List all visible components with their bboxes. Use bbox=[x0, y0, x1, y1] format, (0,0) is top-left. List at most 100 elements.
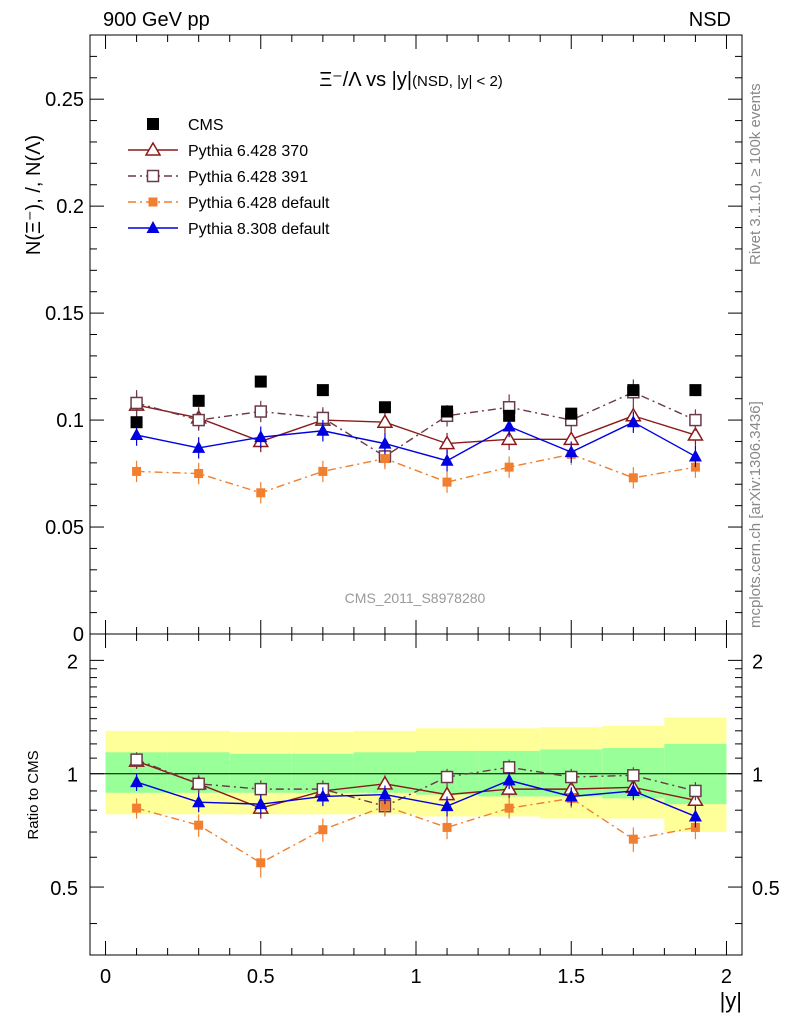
y-tick-label: 0.25 bbox=[45, 89, 84, 111]
legend-item-py8_default: Pythia 8.308 default bbox=[128, 221, 330, 238]
y-tick-label: 0.15 bbox=[45, 303, 84, 325]
data-point-py6_391 bbox=[254, 782, 268, 796]
series-line-py8_default bbox=[136, 421, 696, 462]
legend-marker bbox=[147, 118, 159, 130]
data-point-py6_default bbox=[628, 834, 638, 844]
data-point-py8_default bbox=[688, 809, 702, 822]
data-point-py6_default bbox=[318, 825, 328, 835]
x-tick-label: 1.5 bbox=[557, 966, 585, 988]
data-point-py8_default bbox=[440, 799, 454, 812]
data-point-py8_default bbox=[130, 775, 144, 788]
data-point-py6_default bbox=[380, 801, 390, 811]
watermark: CMS_2011_S8978280 bbox=[345, 590, 486, 606]
data-point-py8_default bbox=[378, 787, 392, 800]
data-point-py6_default bbox=[442, 822, 452, 832]
legend-marker bbox=[146, 169, 160, 183]
y-tick-label-right: 2 bbox=[752, 651, 763, 673]
data-point-py6_default bbox=[504, 462, 514, 472]
y-tick-label: 0.05 bbox=[45, 517, 84, 539]
series-line-py6_391 bbox=[136, 391, 696, 458]
x-tick-label: 1 bbox=[410, 966, 421, 988]
data-point-py8_default bbox=[254, 430, 268, 443]
ratio-panel: 0.5 0.5 1 1 2 2 0 0.5 1 1.5 2 bbox=[50, 633, 780, 988]
data-point-cms bbox=[627, 384, 640, 397]
x-tick-label: 0.5 bbox=[247, 966, 275, 988]
legend-marker bbox=[144, 141, 162, 156]
data-point-cms bbox=[689, 384, 702, 397]
data-point-py8_default bbox=[564, 789, 578, 802]
data-point-py6_default bbox=[132, 466, 142, 476]
series-line-py6_370 bbox=[136, 404, 696, 445]
data-point-py8_default bbox=[316, 423, 330, 436]
legend-label: CMS bbox=[188, 117, 224, 134]
data-point-py6_default bbox=[318, 466, 328, 476]
data-point-py6_391 bbox=[254, 405, 268, 418]
header-right: NSD bbox=[689, 9, 731, 31]
data-point-py8_default bbox=[130, 428, 144, 441]
y-tick-label-right: 1 bbox=[752, 765, 763, 787]
data-point-cms bbox=[316, 384, 329, 397]
data-point-py6_default bbox=[194, 469, 204, 479]
y-tick-label: 2 bbox=[67, 651, 78, 673]
ratio-ylabel: Ratio to CMS bbox=[25, 750, 42, 839]
data-point-py6_default bbox=[194, 820, 204, 830]
data-point-py6_391 bbox=[440, 770, 454, 784]
data-point-cms bbox=[565, 407, 578, 420]
legend-label: Pythia 6.428 370 bbox=[188, 143, 308, 160]
series-line-py6_370 bbox=[136, 760, 696, 809]
data-point-py6_391 bbox=[130, 396, 143, 410]
y-tick-label: 0 bbox=[73, 624, 84, 646]
y-tick-label-right: 0.5 bbox=[752, 878, 780, 900]
y-tick-label: 0.5 bbox=[50, 878, 78, 900]
data-point-py6_default bbox=[442, 477, 452, 487]
data-point-py6_391 bbox=[192, 413, 205, 427]
data-point-py8_default bbox=[688, 449, 702, 462]
y-tick-label: 0.1 bbox=[56, 410, 84, 432]
data-point-cms bbox=[441, 405, 454, 418]
legend-item-cms: CMS bbox=[147, 117, 224, 134]
data-point-py8_default bbox=[564, 445, 578, 458]
data-point-py8_default bbox=[254, 797, 268, 810]
x-tick-label: 2 bbox=[721, 966, 732, 988]
data-point-cms bbox=[254, 375, 267, 388]
data-point-py8_default bbox=[502, 773, 516, 786]
data-point-py6_391 bbox=[564, 770, 578, 784]
x-axis-label: |y| bbox=[720, 988, 742, 1013]
data-point-py6_370 bbox=[500, 430, 518, 446]
legend: CMS Pythia 6.428 370 Pythia 6.428 391 Pythi… bbox=[128, 117, 330, 238]
legend-label: Pythia 6.428 default bbox=[188, 195, 330, 212]
legend-marker bbox=[146, 221, 160, 233]
data-point-py6_370 bbox=[376, 413, 394, 428]
data-point-py8_default bbox=[626, 783, 640, 796]
data-point-py6_391 bbox=[502, 761, 516, 774]
data-point-py6_default bbox=[380, 454, 390, 464]
side-label-rivet: Rivet 3.1.10, ≥ 100k events bbox=[747, 83, 764, 265]
legend-item-py6_default: Pythia 6.428 default bbox=[128, 195, 330, 212]
data-point-py6_391 bbox=[689, 784, 702, 798]
y-tick-label: 0.2 bbox=[56, 196, 84, 218]
data-point-py6_391 bbox=[130, 753, 143, 766]
data-point-py8_default bbox=[502, 419, 516, 432]
main-panel: 0 0.05 0.1 0.15 0.2 0.25 bbox=[45, 34, 743, 646]
data-point-py6_370 bbox=[687, 426, 704, 441]
series-line-py6_391 bbox=[136, 758, 696, 807]
y-tick-label: 1 bbox=[67, 765, 78, 787]
data-point-py8_default bbox=[378, 436, 392, 449]
series-line-py6_default bbox=[136, 453, 696, 494]
header-left: 900 GeV pp bbox=[103, 9, 210, 31]
data-point-cms bbox=[192, 394, 205, 407]
data-point-py8_default bbox=[192, 440, 206, 453]
x-tick-label: 0 bbox=[100, 966, 111, 988]
data-point-py8_default bbox=[440, 453, 454, 466]
data-point-py6_default bbox=[256, 858, 266, 868]
data-point-cms bbox=[503, 409, 516, 422]
data-point-py6_default bbox=[132, 803, 142, 813]
legend-item-py6_391: Pythia 6.428 391 bbox=[128, 169, 308, 186]
data-point-cms bbox=[378, 401, 391, 414]
data-point-py6_391 bbox=[192, 777, 205, 791]
main-title: Ξ⁻/Λ vs |y|(NSD, |y| < 2) bbox=[319, 69, 503, 91]
series-line-py8_default bbox=[136, 779, 696, 818]
main-ylabel: N(Ξ⁻), /, N(Λ) bbox=[23, 135, 45, 255]
data-point-py6_391 bbox=[689, 413, 702, 427]
